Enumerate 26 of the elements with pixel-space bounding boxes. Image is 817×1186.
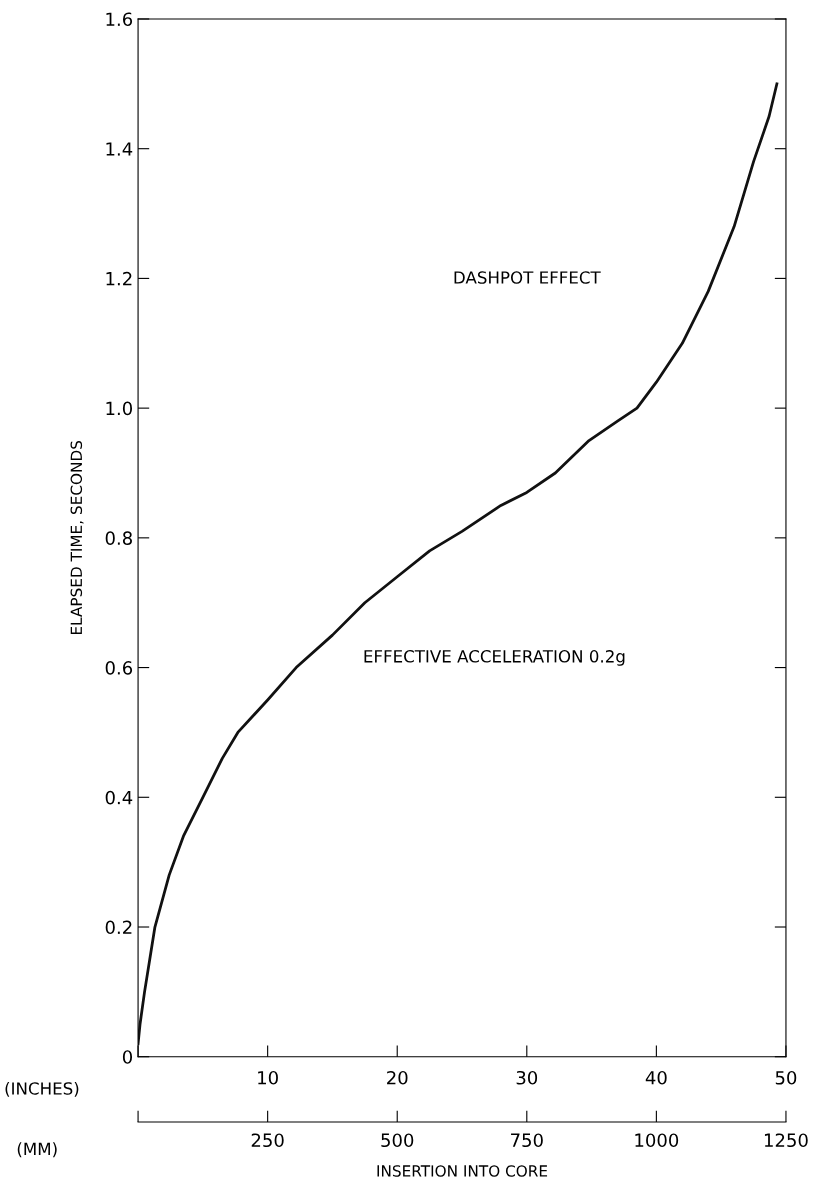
y-tick-label: 0.6 xyxy=(105,661,133,675)
x2-axis-title: (MM) xyxy=(17,1142,57,1158)
y-tick-label: 0.8 xyxy=(105,531,132,545)
y-tick-label: 1.0 xyxy=(106,401,133,416)
x2-tick-label: 500 xyxy=(381,1133,414,1148)
x-axis-title: (INCHES) xyxy=(5,1081,79,1097)
x2-tick-label: 1000 xyxy=(635,1133,679,1148)
annotation: EFFECTIVE ACCELERATION 0.2g xyxy=(364,650,625,666)
x-tick-label: 40 xyxy=(645,1070,667,1085)
x-tick-label: 30 xyxy=(516,1070,538,1085)
line-series xyxy=(138,82,779,1046)
y-tick-label: 1.4 xyxy=(106,142,133,156)
x2-tick-label: 750 xyxy=(511,1133,543,1148)
x-tick-label: 50 xyxy=(775,1070,797,1085)
annotation: DASHPOT EFFECT xyxy=(454,271,601,284)
x-tick-label: 10 xyxy=(258,1070,278,1085)
y-tick-label: 0.4 xyxy=(105,790,133,805)
x2-tick-label: 1250 xyxy=(764,1133,808,1148)
y-tick-label: 1.6 xyxy=(106,12,133,27)
text: INSERTION INTO CORE xyxy=(377,1165,548,1177)
y-tick-label: 0.2 xyxy=(105,920,132,935)
y-tick-label: 0 xyxy=(122,1050,133,1064)
x-tick-label: 20 xyxy=(387,1070,408,1085)
y-axis-title: ELAPSED TIME, SECONDS xyxy=(70,440,84,635)
x2-tick-label: 250 xyxy=(251,1133,284,1148)
y-tick-label: 1.2 xyxy=(106,271,132,286)
